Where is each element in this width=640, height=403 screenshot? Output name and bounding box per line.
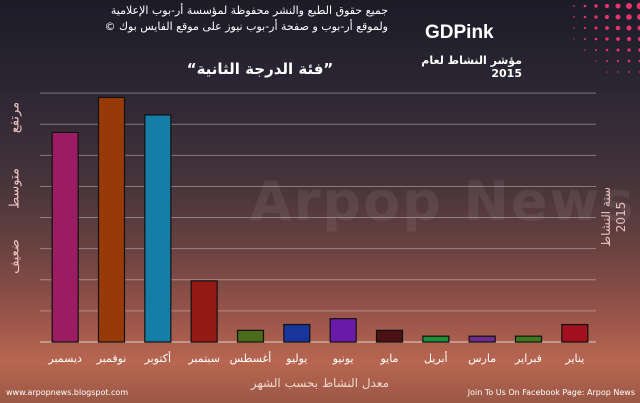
decor-dot <box>626 36 632 42</box>
decor-dot <box>617 71 619 73</box>
x-tick-label: أبريل <box>424 351 448 365</box>
decor-dot <box>636 2 640 10</box>
brand-title: GDPink <box>425 22 494 43</box>
decor-dot <box>595 60 597 62</box>
bar <box>514 335 543 343</box>
decor-dot <box>594 26 598 30</box>
bar <box>144 114 172 343</box>
chart-title: “فئة الدرجة الثانية” <box>186 60 334 78</box>
decor-dot <box>604 3 610 9</box>
decor-dot <box>594 15 598 19</box>
decor-dot <box>626 3 632 9</box>
x-tick-label: أكتوبر <box>144 351 171 365</box>
decor-dot <box>637 14 640 20</box>
decor-dot <box>584 38 586 40</box>
decor-dot <box>594 4 598 8</box>
decor-dot <box>583 26 587 30</box>
bar <box>422 335 450 343</box>
decor-dot <box>605 26 609 30</box>
y-level-low: ضعيف <box>7 239 23 274</box>
year-side-label: سنة النشاط 2015 <box>599 177 629 257</box>
x-tick-label: سبتمبر <box>187 352 220 365</box>
decor-dot <box>583 4 587 8</box>
x-tick-label: مارس <box>468 352 496 365</box>
bar <box>190 280 218 343</box>
chart-subtitle: مؤشر النشاط لعام 2015 <box>421 54 522 80</box>
decor-dot <box>615 25 621 31</box>
bar <box>283 323 311 343</box>
bar <box>236 329 265 343</box>
bar <box>468 335 496 343</box>
x-axis-label: معدل النشاط بحسب الشهر <box>250 376 390 390</box>
decor-dot <box>627 59 631 63</box>
x-tick-label: يناير <box>564 352 584 365</box>
watermark: Arpop News <box>250 170 636 233</box>
bar <box>375 329 404 343</box>
x-tick-label: فبراير <box>514 352 542 365</box>
decor-dot <box>606 60 608 62</box>
decor-dot <box>583 15 587 19</box>
bar <box>97 96 126 343</box>
footer-facebook-note: Join To Us On Facebook Page: Arpop News <box>467 388 635 397</box>
x-tick-label: مايو <box>380 352 399 365</box>
decor-dot <box>637 25 640 31</box>
copyright-line-2: ولموقع أر-بوب و صفحة أر-بوب نيوز على موق… <box>104 20 388 33</box>
x-tick-labels: ديسمبر نوفمبر أكتوبر سبتمبر أغسطس يوليو يونيو م… <box>47 351 584 365</box>
year-side-label-year: 2015 <box>614 201 628 233</box>
decor-dot <box>626 14 632 20</box>
decor-dot <box>573 16 575 18</box>
y-level-medium: متوسط <box>7 168 23 209</box>
decor-dot <box>627 48 631 52</box>
year-side-label-text: سنة النشاط <box>599 187 613 247</box>
x-tick-label: يوليو <box>285 352 307 365</box>
x-tick-label: أغسطس <box>230 351 272 365</box>
decor-dot <box>604 14 610 20</box>
decor-dot <box>594 37 598 41</box>
gridlines <box>40 92 596 343</box>
decor-dot <box>637 36 640 42</box>
x-tick-label: يونيو <box>332 352 354 365</box>
footer-blog-url[interactable]: www.arpopnews.blogspot.com <box>6 388 129 397</box>
decor-dot <box>606 71 608 73</box>
decor-dot <box>573 27 575 29</box>
y-level-high: مرتفع <box>7 101 23 134</box>
bars <box>51 96 589 343</box>
x-tick-label: نوفمبر <box>96 352 127 365</box>
decorative-dots <box>573 2 640 73</box>
bar <box>561 323 589 343</box>
decor-dot <box>594 48 598 52</box>
decor-dot <box>573 38 575 40</box>
x-tick-label: ديسمبر <box>47 352 82 365</box>
decor-dot <box>616 37 620 41</box>
decor-dot <box>615 3 621 9</box>
decor-dot <box>616 59 620 63</box>
decor-dot <box>605 48 609 52</box>
decor-dot <box>615 14 621 20</box>
copyright-line-1: جميع حقوق الطبع والنشر محفوظة لمؤسسة أر-… <box>110 4 388 17</box>
decor-dot <box>626 25 632 31</box>
decor-dot <box>628 71 630 73</box>
decor-dot <box>584 49 586 51</box>
bar <box>329 318 357 343</box>
decor-dot <box>605 37 609 41</box>
bar <box>51 131 79 343</box>
decor-dot <box>616 48 620 52</box>
decor-dot <box>573 5 575 7</box>
